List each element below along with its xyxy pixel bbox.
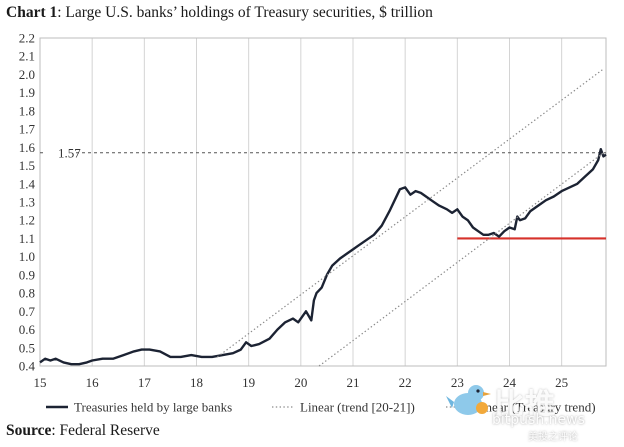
x-tick-label: 25 — [555, 375, 568, 390]
series-line-1 — [39, 148, 607, 366]
legend-label-3: Linear (Treasury trend) — [474, 400, 596, 415]
y-tick-label: 0.4 — [19, 359, 36, 374]
y-tick-label: 0.9 — [19, 267, 35, 282]
y-tick-label: 0.6 — [19, 322, 36, 337]
x-tick-label: 20 — [294, 375, 307, 390]
y-tick-label: 1.5 — [19, 158, 35, 173]
x-tick-label: 15 — [34, 375, 47, 390]
x-tick-label: 22 — [399, 375, 412, 390]
series-line-3 — [318, 152, 604, 367]
series-group — [39, 68, 607, 367]
legend-label-2: Linear (trend [20-21]) — [300, 400, 415, 415]
series-line-2 — [217, 68, 604, 358]
watermark: 比推 bitpush.news 美投之评论 — [446, 378, 620, 444]
chart-title: Chart 1: Large U.S. banks’ holdings of T… — [6, 4, 433, 22]
grid — [91, 38, 563, 366]
reference-label-bg — [46, 144, 76, 161]
y-tick-label: 1.3 — [19, 195, 35, 210]
x-axis: 15 16 17 18 19 20 21 22 23 24 25 — [34, 375, 569, 390]
y-tick-label: 1.4 — [19, 176, 36, 191]
y-tick-label: 2.0 — [19, 67, 35, 82]
source-note: Source: Federal Reserve — [6, 422, 160, 440]
watermark-cn: 比推 — [494, 388, 556, 423]
source-label: Source — [6, 422, 52, 439]
x-tick-label: 24 — [503, 375, 517, 390]
source-text: : Federal Reserve — [51, 422, 160, 439]
x-tick-label: 23 — [451, 375, 464, 390]
y-tick-label: 1.8 — [19, 103, 35, 118]
watermark-en: bitpush.news — [492, 412, 585, 428]
x-tick-label: 21 — [346, 375, 359, 390]
y-tick-label: 1.0 — [19, 249, 35, 264]
watermark-sub: 美投之评论 — [528, 432, 578, 443]
legend: Treasuries held by large banks Linear (tr… — [46, 400, 596, 415]
y-tick-label: 1.7 — [19, 122, 36, 137]
y-tick-label: 0.7 — [19, 304, 36, 319]
x-tick-label: 16 — [86, 375, 100, 390]
y-tick-label: 1.6 — [19, 140, 36, 155]
y-tick-label: 1.2 — [19, 213, 35, 228]
y-tick-label: 0.5 — [19, 340, 35, 355]
reference-line-label: 1.57 — [58, 145, 81, 160]
x-tick-label: 19 — [242, 375, 255, 390]
reference-line-group: 1.57 — [40, 144, 606, 240]
y-tick-label: 1.9 — [19, 85, 35, 100]
x-tick-label: 17 — [138, 375, 152, 390]
y-tick-label: 2.1 — [19, 49, 35, 64]
bird-logo-icon — [446, 385, 491, 415]
y-axis: 0.4 0.5 0.6 0.7 0.8 0.9 1.0 1.1 1.2 1.3 1.4 1.5 1.6 1… — [19, 31, 36, 374]
chart-title-text: : Large U.S. banks’ holdings of Treasury… — [57, 4, 433, 21]
x-tick-label: 18 — [190, 375, 203, 390]
plot-frame — [39, 37, 607, 367]
y-tick-label: 1.1 — [19, 231, 35, 246]
chart-title-label: Chart 1 — [6, 4, 58, 21]
y-tick-label: 0.8 — [19, 286, 35, 301]
y-tick-label: 2.2 — [19, 31, 35, 46]
legend-label-1: Treasuries held by large banks — [74, 400, 232, 415]
